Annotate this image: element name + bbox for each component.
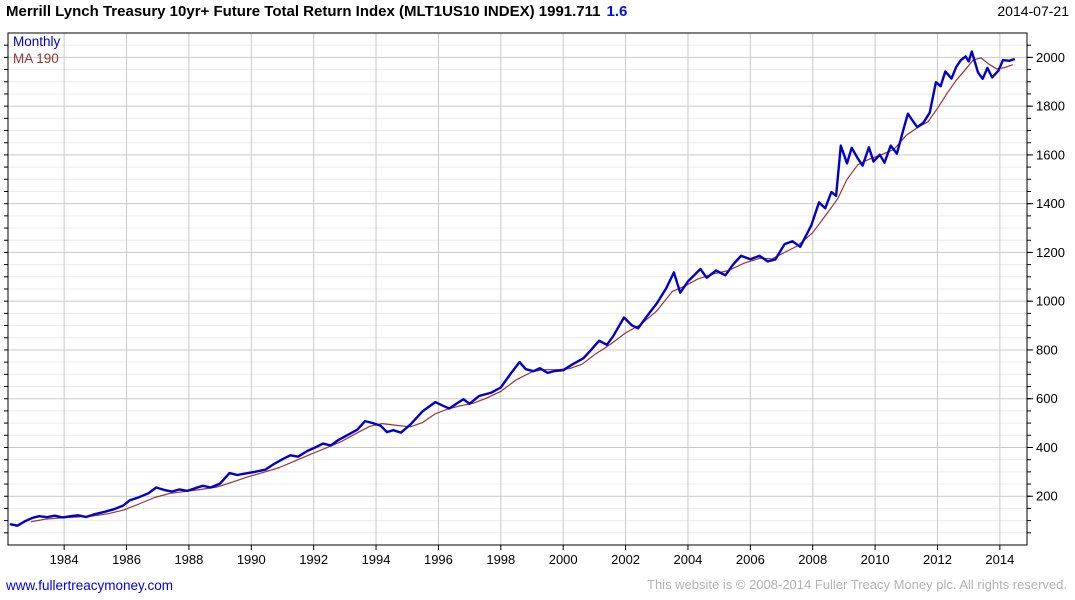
y-axis-label: 1600 (1036, 147, 1065, 162)
copyright-text: This website is © 2008-2014 Fuller Treac… (647, 577, 1067, 592)
x-axis-label: 2012 (923, 552, 952, 567)
y-axis-label: 600 (1036, 391, 1058, 406)
chart-header: Merrill Lynch Treasury 10yr+ Future Tota… (6, 3, 1069, 20)
x-axis-label: 2006 (736, 552, 765, 567)
y-axis-label: 400 (1036, 440, 1058, 455)
chart-date: 2014-07-21 (997, 3, 1069, 19)
x-axis-label: 1990 (237, 552, 266, 567)
y-axis-label: 1000 (1036, 294, 1065, 309)
price-chart: 200 400 600 800 1000 1200 1400 1600 1800 2000 1984… (4, 32, 1065, 567)
plot-border (7, 32, 1028, 546)
x-axis-label: 2000 (549, 552, 578, 567)
x-axis-label: 1998 (486, 552, 515, 567)
page-title: Merrill Lynch Treasury 10yr+ Future Tota… (6, 3, 627, 20)
y-axis-label: 200 (1036, 489, 1058, 504)
axis-layer: 200 400 600 800 1000 1200 1400 1600 1800 2000 1984… (4, 32, 1065, 567)
chart-line-ma-190 (30, 57, 1013, 523)
y-axis-label: 1800 (1036, 99, 1065, 114)
x-axis-label: 1992 (299, 552, 328, 567)
y-axis-label: 1400 (1036, 196, 1065, 211)
x-axis-label: 1996 (424, 552, 453, 567)
website-link[interactable]: www.fullertreacymoney.com (6, 578, 174, 593)
grid-layer (8, 33, 1027, 545)
title-change-value: 1.6 (606, 3, 628, 20)
legend-label-monthly: Monthly (13, 34, 61, 49)
chart-line-monthly (9, 50, 1016, 527)
x-axis-label: 1994 (362, 552, 391, 567)
x-axis-label: 1984 (50, 552, 79, 567)
y-axis-label: 800 (1036, 342, 1058, 357)
y-axis-label: 2000 (1036, 50, 1065, 65)
series-layer (9, 50, 1016, 527)
title-text: Merrill Lynch Treasury 10yr+ Future Tota… (6, 3, 601, 20)
x-axis-label: 1988 (174, 552, 203, 567)
x-axis-label: 2014 (985, 552, 1014, 567)
y-axis-label: 1200 (1036, 245, 1065, 260)
x-axis-label: 2004 (673, 552, 702, 567)
x-axis-label: 2008 (798, 552, 827, 567)
legend-label-ma190: MA 190 (13, 51, 59, 66)
x-axis-label: 2002 (611, 552, 640, 567)
x-axis-label: 2010 (861, 552, 890, 567)
x-axis-label: 1986 (112, 552, 141, 567)
